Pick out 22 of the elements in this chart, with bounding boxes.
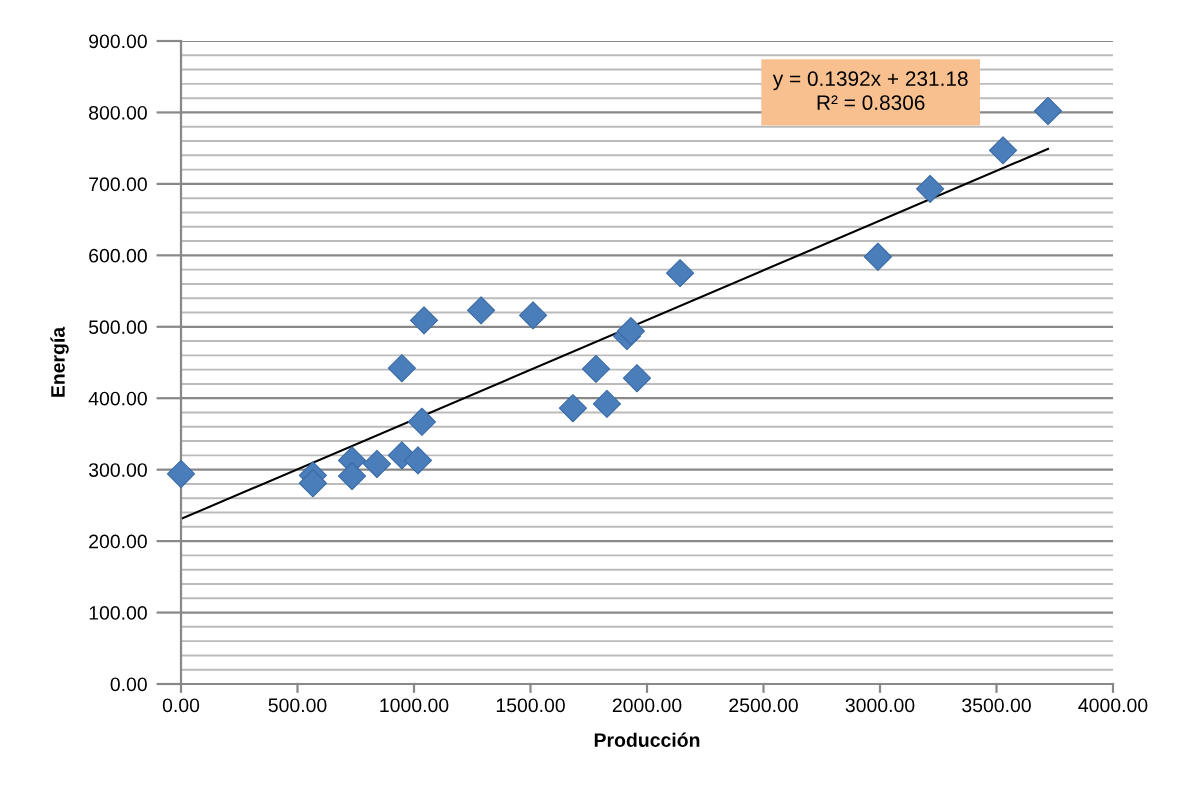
y-tick-label: 200.00	[89, 534, 147, 549]
y-tick-label: 400.00	[88, 391, 147, 406]
y-tick-label: 800.00	[89, 105, 147, 120]
y-tick-label: 0.00	[110, 677, 147, 692]
y-tick-label: 500.00	[88, 320, 147, 335]
y-tick-label: 900.00	[89, 34, 147, 49]
x-tick-label: 4000.00	[1078, 698, 1148, 713]
x-axis-title: Producción	[594, 732, 700, 747]
y-tick-label: 100.00	[89, 606, 147, 620]
x-tick-label: 2000.00	[612, 698, 682, 713]
x-tick-label: 1000.00	[380, 698, 449, 713]
annotation: y = 0.1392x + 231.18 R² = 0.8306	[772, 71, 968, 111]
y-tick-label: 600.00	[89, 248, 147, 263]
x-tick-label: 500.00	[268, 698, 327, 713]
x-tick-label: 2500.00	[729, 698, 798, 713]
x-tick-label: 3000.00	[845, 698, 915, 713]
x-tick-label: 1500.00	[496, 698, 565, 713]
y-tick-label: 300.00	[88, 463, 147, 477]
x-tick-label: 3500.00	[962, 698, 1031, 713]
x-tick-label: 0.00	[162, 698, 200, 713]
y-axis-title: Energía	[50, 326, 69, 397]
y-tick-label: 700.00	[89, 177, 147, 192]
